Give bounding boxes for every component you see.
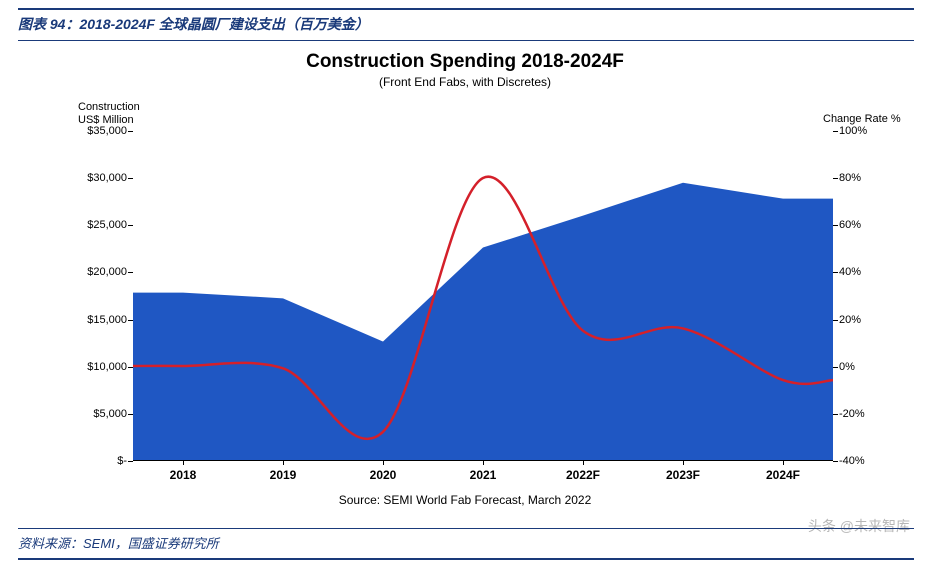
y-left-tick-label: $35,000 (87, 125, 127, 137)
x-tick-label: 2024F (766, 468, 800, 482)
chart-title: Construction Spending 2018-2024F (18, 51, 912, 73)
y-left-tick-label: $20,000 (87, 266, 127, 278)
y-right-tick-label: 20% (839, 314, 861, 326)
chart-subtitle: (Front End Fabs, with Discretes) (18, 75, 912, 89)
y-left-tick-label: $15,000 (87, 314, 127, 326)
y-right-tick-mark (833, 178, 838, 179)
y-left-tick-label: $10,000 (87, 361, 127, 373)
y-right-tick-label: 40% (839, 266, 861, 278)
x-tick-label: 2023F (666, 468, 700, 482)
y-left-tick-mark (128, 320, 133, 321)
y-right-tick-mark (833, 131, 838, 132)
x-tick-label: 2021 (470, 468, 497, 482)
x-tick-label: 2019 (270, 468, 297, 482)
area-series (133, 183, 833, 460)
y-right-tick-label: -40% (839, 455, 865, 467)
y-left-tick-mark (128, 131, 133, 132)
x-tick-label: 2022F (566, 468, 600, 482)
left-axis-label: ConstructionUS$ Million (78, 101, 140, 127)
x-tick-mark (783, 460, 784, 465)
y-left-tick-mark (128, 461, 133, 462)
y-right-tick-label: -20% (839, 408, 865, 420)
y-right-tick-mark (833, 367, 838, 368)
y-left-tick-mark (128, 367, 133, 368)
y-right-tick-label: 100% (839, 125, 867, 137)
y-left-tick-label: $5,000 (93, 408, 127, 420)
y-left-tick-label: $25,000 (87, 219, 127, 231)
x-tick-label: 2020 (370, 468, 397, 482)
footer-caption: 资料来源：SEMI，国盛证券研究所 (18, 536, 219, 551)
figure-footer: 资料来源：SEMI，国盛证券研究所 (18, 528, 914, 560)
x-tick-mark (683, 460, 684, 465)
x-tick-label: 2018 (170, 468, 197, 482)
y-left-tick-mark (128, 225, 133, 226)
figure-caption: 图表 94：2018-2024F 全球晶圆厂建设支出（百万美金） (18, 16, 369, 32)
y-right-tick-label: 0% (839, 361, 855, 373)
footer-prefix: 资料来源： (18, 536, 83, 551)
y-right-tick-mark (833, 272, 838, 273)
figure-header: 图表 94：2018-2024F 全球晶圆厂建设支出（百万美金） (18, 8, 914, 41)
y-left-tick-mark (128, 272, 133, 273)
y-right-tick-mark (833, 461, 838, 462)
y-right-tick-mark (833, 225, 838, 226)
right-axis-label: Change Rate % (823, 113, 901, 125)
y-right-tick-label: 60% (839, 219, 861, 231)
figure-container: 图表 94：2018-2024F 全球晶圆厂建设支出（百万美金） Constru… (0, 0, 932, 568)
x-tick-mark (583, 460, 584, 465)
y-left-tick-mark (128, 178, 133, 179)
y-left-tick-label: $30,000 (87, 172, 127, 184)
x-tick-mark (383, 460, 384, 465)
footer-sources: SEMI，国盛证券研究所 (83, 536, 219, 551)
chart-region: Construction Spending 2018-2024F (Front … (18, 51, 912, 531)
y-left-tick-mark (128, 414, 133, 415)
y-right-tick-label: 80% (839, 172, 861, 184)
x-tick-mark (183, 460, 184, 465)
source-note: Source: SEMI World Fab Forecast, March 2… (18, 493, 912, 507)
y-left-tick-label: $- (117, 455, 127, 467)
y-right-tick-mark (833, 320, 838, 321)
x-tick-mark (283, 460, 284, 465)
chart-svg (133, 131, 833, 460)
y-right-tick-mark (833, 414, 838, 415)
plot-area: $-$5,000$10,000$15,000$20,000$25,000$30,… (133, 131, 833, 461)
x-tick-mark (483, 460, 484, 465)
